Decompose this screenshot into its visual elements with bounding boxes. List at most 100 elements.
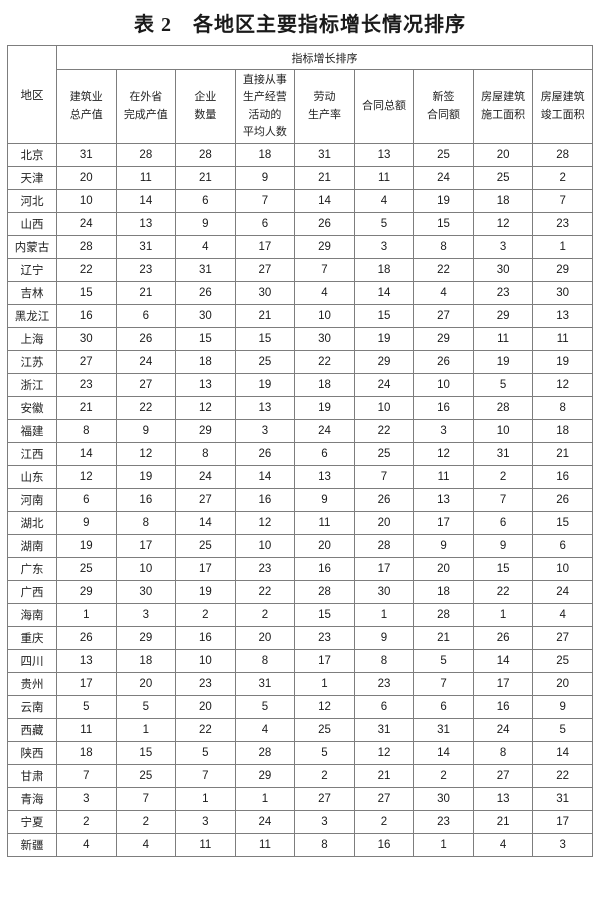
- rank-cell: 8: [56, 419, 117, 443]
- rank-cell: 30: [56, 327, 117, 351]
- table-row: 江西 14 12 8 26 6 25 12 31 21: [7, 442, 593, 466]
- rank-cell: 6: [234, 212, 296, 236]
- table-row: 广西 29 30 19 22 28 30 18 22 24: [7, 580, 593, 604]
- rank-cell: 7: [175, 764, 236, 788]
- rank-cell: 17: [353, 557, 415, 581]
- rank-cell: 18: [413, 580, 474, 604]
- rank-cell: 22: [532, 764, 593, 788]
- table-row: 河北 10 14 6 7 14 4 19 18 7: [7, 189, 593, 213]
- rank-cell: 28: [115, 143, 177, 167]
- rank-cell: 30: [353, 580, 415, 604]
- rank-cell: 26: [234, 442, 296, 466]
- rank-cell: 27: [175, 488, 236, 512]
- region-cell: 河北: [7, 189, 57, 213]
- rank-cell: 15: [115, 741, 177, 765]
- rank-cell: 4: [175, 235, 236, 259]
- rank-cell: 5: [56, 695, 117, 719]
- rank-cell: 1: [175, 787, 236, 811]
- rank-cell: 23: [294, 626, 355, 650]
- rank-cell: 9: [175, 212, 236, 236]
- rank-cell: 21: [294, 166, 355, 190]
- rank-cell: 3: [413, 419, 474, 443]
- rank-cell: 6: [413, 695, 474, 719]
- rank-cell: 13: [532, 304, 593, 328]
- rank-cell: 16: [472, 695, 534, 719]
- rank-cell: 12: [56, 465, 117, 489]
- table-row: 云南 5 5 20 5 12 6 6 16 9: [7, 695, 593, 719]
- rank-cell: 30: [234, 281, 296, 305]
- table-row: 西藏 11 1 22 4 25 31 31 24 5: [7, 718, 593, 742]
- rank-cell: 5: [234, 695, 296, 719]
- table-row: 湖南 19 17 25 10 20 28 9 9 6: [7, 534, 593, 558]
- indicator-ranking-table: 地区 指标增长排序 建筑业 总产值 在外省 完成产值 企业 数量 直接从事 生产经营 …: [7, 45, 593, 857]
- rank-cell: 22: [353, 419, 415, 443]
- rank-cell: 27: [56, 350, 117, 374]
- rank-cell: 15: [353, 304, 415, 328]
- column-header: 直接从事 生产经营 活动的 平均人数: [234, 69, 296, 144]
- table-row: 天津 20 11 21 9 21 11 24 25 2: [7, 166, 593, 190]
- rank-cell: 29: [234, 764, 296, 788]
- column-header: 房屋建筑 施工面积: [472, 69, 534, 144]
- rank-cell: 18: [532, 419, 593, 443]
- rank-cell: 17: [472, 672, 534, 696]
- rank-cell: 1: [532, 235, 593, 259]
- rank-cell: 30: [115, 580, 177, 604]
- rank-cell: 3: [472, 235, 534, 259]
- rank-cell: 30: [175, 304, 236, 328]
- rank-cell: 28: [56, 235, 117, 259]
- rank-cell: 7: [294, 258, 355, 282]
- rank-cell: 2: [175, 603, 236, 627]
- rank-cell: 3: [175, 810, 236, 834]
- region-cell: 安徽: [7, 396, 57, 420]
- rank-cell: 2: [56, 810, 117, 834]
- region-cell: 内蒙古: [7, 235, 57, 259]
- table-row: 甘肃 7 25 7 29 2 21 2 27 22: [7, 764, 593, 788]
- rank-cell: 25: [353, 442, 415, 466]
- rank-cell: 15: [294, 603, 355, 627]
- rank-cell: 20: [413, 557, 474, 581]
- rank-cell: 25: [56, 557, 117, 581]
- rank-cell: 31: [413, 718, 474, 742]
- rank-cell: 20: [472, 143, 534, 167]
- region-cell: 西藏: [7, 718, 57, 742]
- rank-cell: 25: [234, 350, 296, 374]
- rank-cell: 2: [413, 764, 474, 788]
- rank-cell: 29: [353, 350, 415, 374]
- rank-cell: 4: [413, 281, 474, 305]
- rank-cell: 5: [294, 741, 355, 765]
- rank-cell: 9: [234, 166, 296, 190]
- rank-cell: 2: [472, 465, 534, 489]
- rank-cell: 16: [56, 304, 117, 328]
- rank-cell: 8: [413, 235, 474, 259]
- table-row: 陕西 18 15 5 28 5 12 14 8 14: [7, 741, 593, 765]
- rank-cell: 31: [175, 258, 236, 282]
- rank-cell: 16: [234, 488, 296, 512]
- rank-cell: 13: [115, 212, 177, 236]
- rank-cell: 21: [413, 626, 474, 650]
- table-row: 江苏 27 24 18 25 22 29 26 19 19: [7, 350, 593, 374]
- rank-cell: 16: [175, 626, 236, 650]
- rank-cell: 1: [472, 603, 534, 627]
- rank-cell: 17: [294, 649, 355, 673]
- rank-cell: 12: [353, 741, 415, 765]
- rank-cell: 4: [353, 189, 415, 213]
- region-cell: 吉林: [7, 281, 57, 305]
- rank-cell: 26: [115, 327, 177, 351]
- rank-cell: 18: [115, 649, 177, 673]
- rank-cell: 27: [115, 373, 177, 397]
- rank-cell: 28: [353, 534, 415, 558]
- table-row: 黑龙江 16 6 30 21 10 15 27 29 13: [7, 304, 593, 328]
- rank-cell: 11: [175, 833, 236, 857]
- rank-cell: 28: [175, 143, 236, 167]
- rank-cell: 24: [175, 465, 236, 489]
- rank-cell: 30: [413, 787, 474, 811]
- rank-cell: 18: [175, 350, 236, 374]
- column-header: 合同总额: [353, 69, 415, 144]
- rank-cell: 1: [56, 603, 117, 627]
- rank-cell: 6: [353, 695, 415, 719]
- rank-cell: 12: [294, 695, 355, 719]
- rank-cell: 6: [175, 189, 236, 213]
- rank-cell: 17: [56, 672, 117, 696]
- region-cell: 河南: [7, 488, 57, 512]
- rank-cell: 21: [532, 442, 593, 466]
